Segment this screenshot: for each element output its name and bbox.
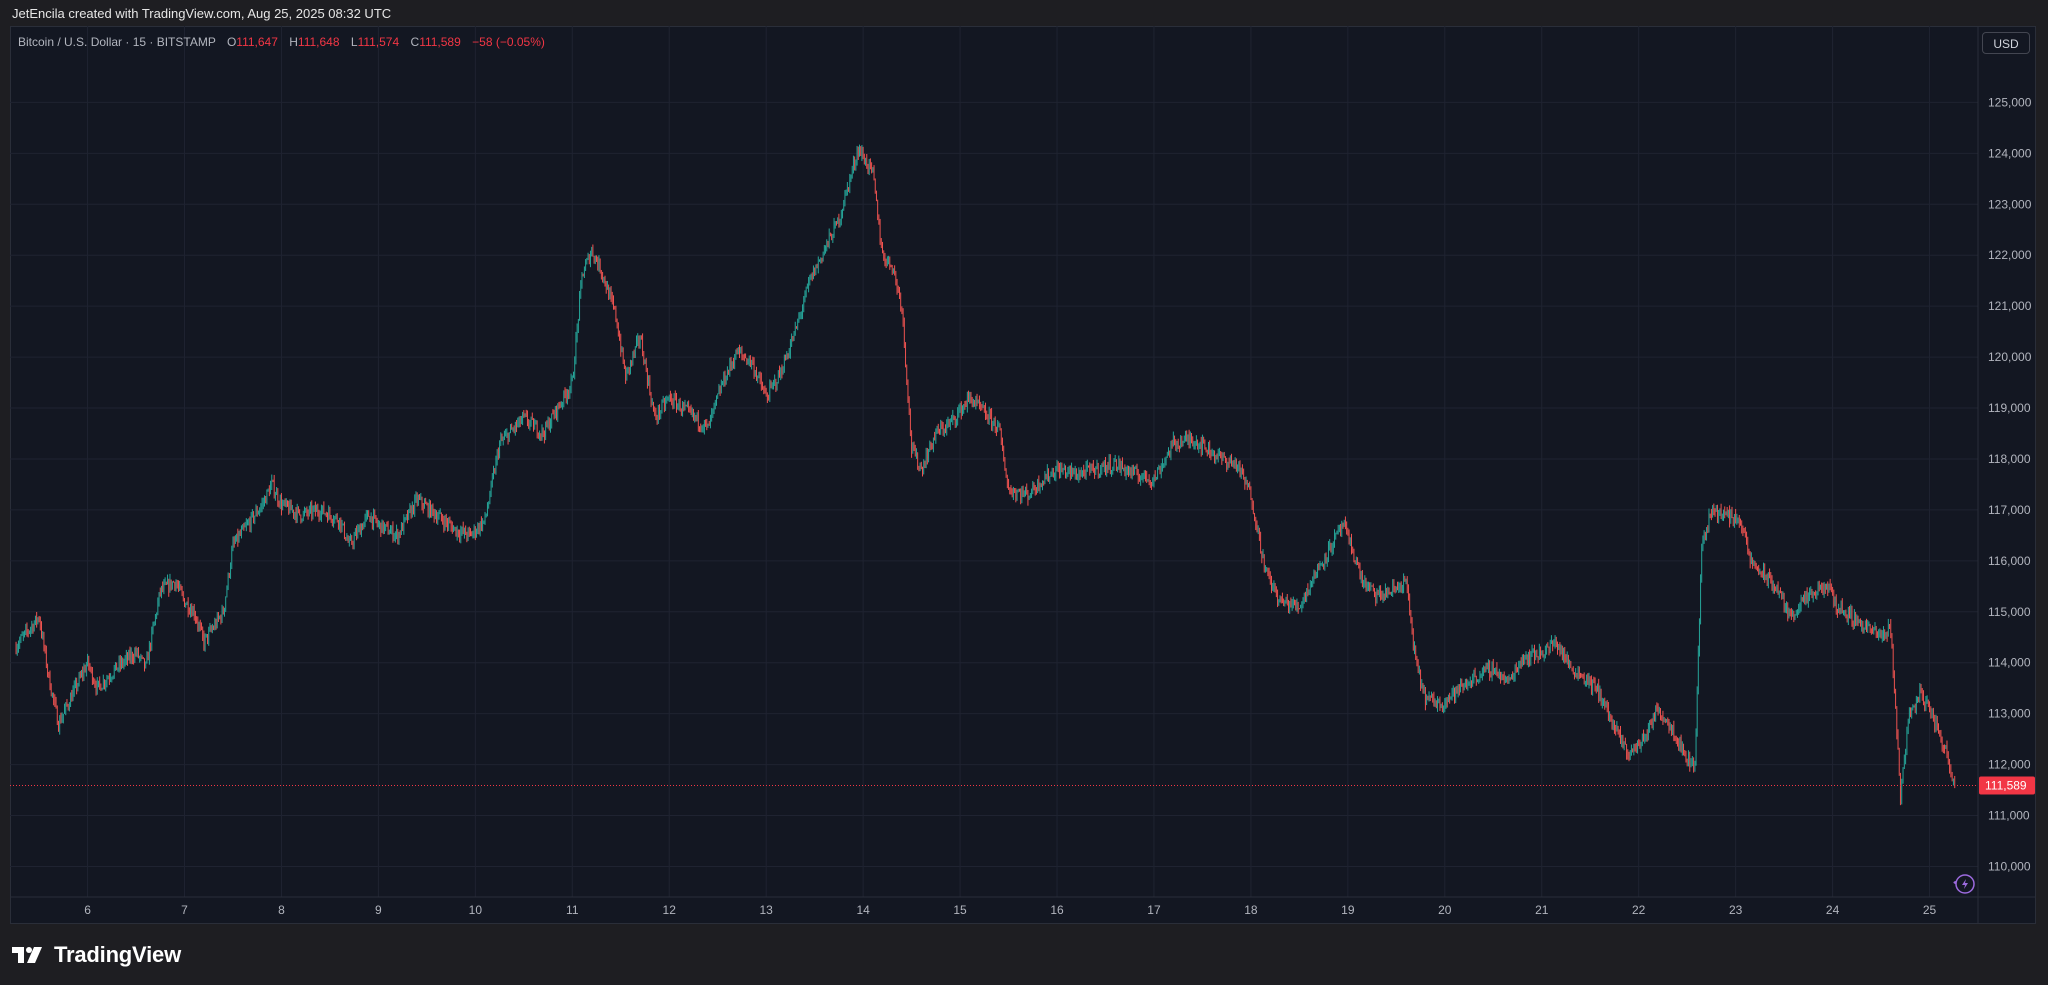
symbol-legend: Bitcoin / U.S. Dollar · 15 · BITSTAMP O1… (18, 35, 545, 49)
price-tick-label: 121,000 (1988, 299, 2032, 313)
price-tick-label: 120,000 (1988, 350, 2032, 364)
time-tick-label: 23 (1729, 903, 1743, 917)
low-label: L (350, 35, 358, 49)
high-value: 111,648 (297, 35, 340, 49)
price-tick-label: 111,000 (1988, 809, 2030, 823)
lightning-icon[interactable] (1953, 874, 1975, 894)
time-tick-label: 19 (1341, 903, 1355, 917)
price-tick-label: 114,000 (1988, 656, 2031, 670)
price-tick-label: 122,000 (1988, 248, 2032, 262)
time-tick-label: 21 (1535, 903, 1549, 917)
price-tick-label: 113,000 (1988, 707, 2031, 721)
time-tick-label: 12 (663, 903, 677, 917)
time-tick-label: 10 (469, 903, 483, 917)
price-tick-label: 116,000 (1988, 554, 2031, 568)
price-tick-label: 117,000 (1988, 503, 2031, 517)
tradingview-logo-icon (12, 947, 42, 963)
price-tick-label: 118,000 (1988, 452, 2031, 466)
change-value: −58 (−0.05%) (472, 35, 545, 49)
price-axis[interactable]: 110,000 111,000 112,000 113,000 114,000 115,0… (1977, 26, 2032, 924)
time-tick-label: 13 (759, 903, 773, 917)
time-tick-label: 6 (84, 903, 91, 917)
time-tick-label: 25 (1923, 903, 1937, 917)
brand-name: TradingView (54, 942, 181, 967)
open-value: 111,647 (236, 35, 278, 49)
last-price-tag: 111,589 (1979, 776, 2035, 795)
currency-button[interactable]: USD (1982, 32, 2030, 54)
price-tick-label: 112,000 (1988, 758, 2031, 772)
time-axis[interactable]: 6 7 8 9 10 11 12 13 14 15 16 17 18 19 20 21 22 23 24 25 (10, 896, 2036, 917)
time-tick-label: 18 (1244, 903, 1258, 917)
time-tick-label: 20 (1438, 903, 1452, 917)
time-tick-label: 8 (278, 903, 285, 917)
last-price-tag-label: 111,589 (1985, 779, 2027, 793)
price-candles (15, 144, 1956, 806)
close-value: 111,589 (419, 35, 461, 49)
time-tick-label: 17 (1147, 903, 1161, 917)
symbol-name[interactable]: Bitcoin / U.S. Dollar · 15 · BITSTAMP (18, 35, 216, 49)
attribution-text: JetEncila created with TradingView.com, … (12, 6, 392, 21)
price-tick-label: 115,000 (1988, 605, 2031, 619)
attribution-bar: JetEncila created with TradingView.com, … (0, 0, 2048, 26)
last-price-tag-bg (1979, 776, 2035, 795)
open-label: O (226, 35, 237, 49)
time-tick-label: 7 (181, 903, 188, 917)
price-tick-label: 125,000 (1988, 95, 2032, 109)
time-tick-label: 14 (856, 903, 870, 917)
price-chart[interactable]: 110,000 111,000 112,000 113,000 114,000 115,0… (10, 26, 2036, 924)
time-tick-label: 15 (953, 903, 967, 917)
price-tick-label: 124,000 (1988, 146, 2032, 160)
time-tick-label: 9 (375, 903, 382, 917)
tradingview-brand[interactable]: TradingView (12, 940, 181, 970)
high-label: H (289, 35, 298, 49)
price-tick-label: 123,000 (1988, 197, 2032, 211)
price-tick-label: 119,000 (1988, 401, 2031, 415)
chart-pane[interactable] (10, 26, 2036, 924)
price-tick-label: 110,000 (1988, 859, 2031, 873)
time-tick-label: 24 (1826, 903, 1840, 917)
time-tick-label: 22 (1632, 903, 1646, 917)
close-label: C (410, 35, 420, 49)
low-value: 111,574 (357, 35, 400, 49)
time-tick-label: 16 (1050, 903, 1064, 917)
chart-grid (10, 26, 1978, 897)
time-tick-label: 11 (566, 903, 579, 917)
